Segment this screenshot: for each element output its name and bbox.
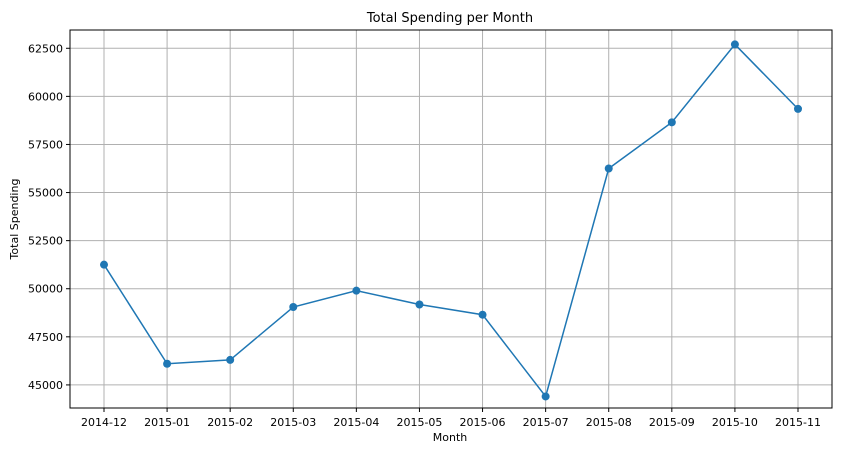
y-tick-label: 52500 [28, 235, 63, 248]
x-axis-label: Month [433, 431, 468, 444]
y-axis-ticks: 45000 47500 50000 52500 55000 57500 60000 62500 [28, 42, 70, 392]
x-tick-label: 2015-02 [207, 416, 253, 429]
x-tick-label: 2015-05 [396, 416, 442, 429]
x-tick-label: 2015-03 [270, 416, 316, 429]
x-tick-label: 2015-06 [460, 416, 506, 429]
y-tick-label: 47500 [28, 331, 63, 344]
x-tick-label: 2014-12 [81, 416, 127, 429]
grid-lines [70, 30, 832, 408]
x-tick-label: 2015-01 [144, 416, 190, 429]
x-tick-label: 2015-04 [333, 416, 379, 429]
data-point [226, 355, 235, 364]
y-tick-label: 55000 [28, 187, 63, 200]
series-line [103, 43, 799, 399]
data-point [667, 118, 676, 127]
data-point [100, 260, 108, 269]
y-tick-label: 57500 [28, 138, 63, 151]
x-tick-label: 2015-08 [586, 416, 632, 429]
y-tick-label: 60000 [28, 90, 63, 103]
data-point [289, 303, 298, 312]
y-tick-label: 50000 [28, 283, 63, 296]
y-axis-label: Total Spending [8, 179, 21, 261]
x-axis-ticks: 2014-12 2015-01 2015-02 2015-03 2015-04 2015-… [81, 408, 821, 429]
chart-title: Total Spending per Month [366, 11, 533, 26]
data-point [541, 392, 550, 401]
x-tick-label: 2015-09 [649, 416, 695, 429]
data-point [415, 300, 424, 309]
y-tick-label: 45000 [28, 379, 63, 392]
data-point [730, 40, 739, 49]
series-group [100, 40, 802, 401]
x-tick-label: 2015-10 [712, 416, 758, 429]
plot-area-frame [69, 29, 833, 409]
data-point [163, 359, 172, 368]
x-tick-label: 2015-07 [523, 416, 569, 429]
data-point [604, 164, 613, 173]
data-point [352, 286, 361, 295]
data-point [478, 310, 487, 319]
x-tick-label: 2015-11 [775, 416, 821, 429]
y-tick-label: 62500 [28, 42, 63, 55]
data-point [794, 104, 802, 113]
